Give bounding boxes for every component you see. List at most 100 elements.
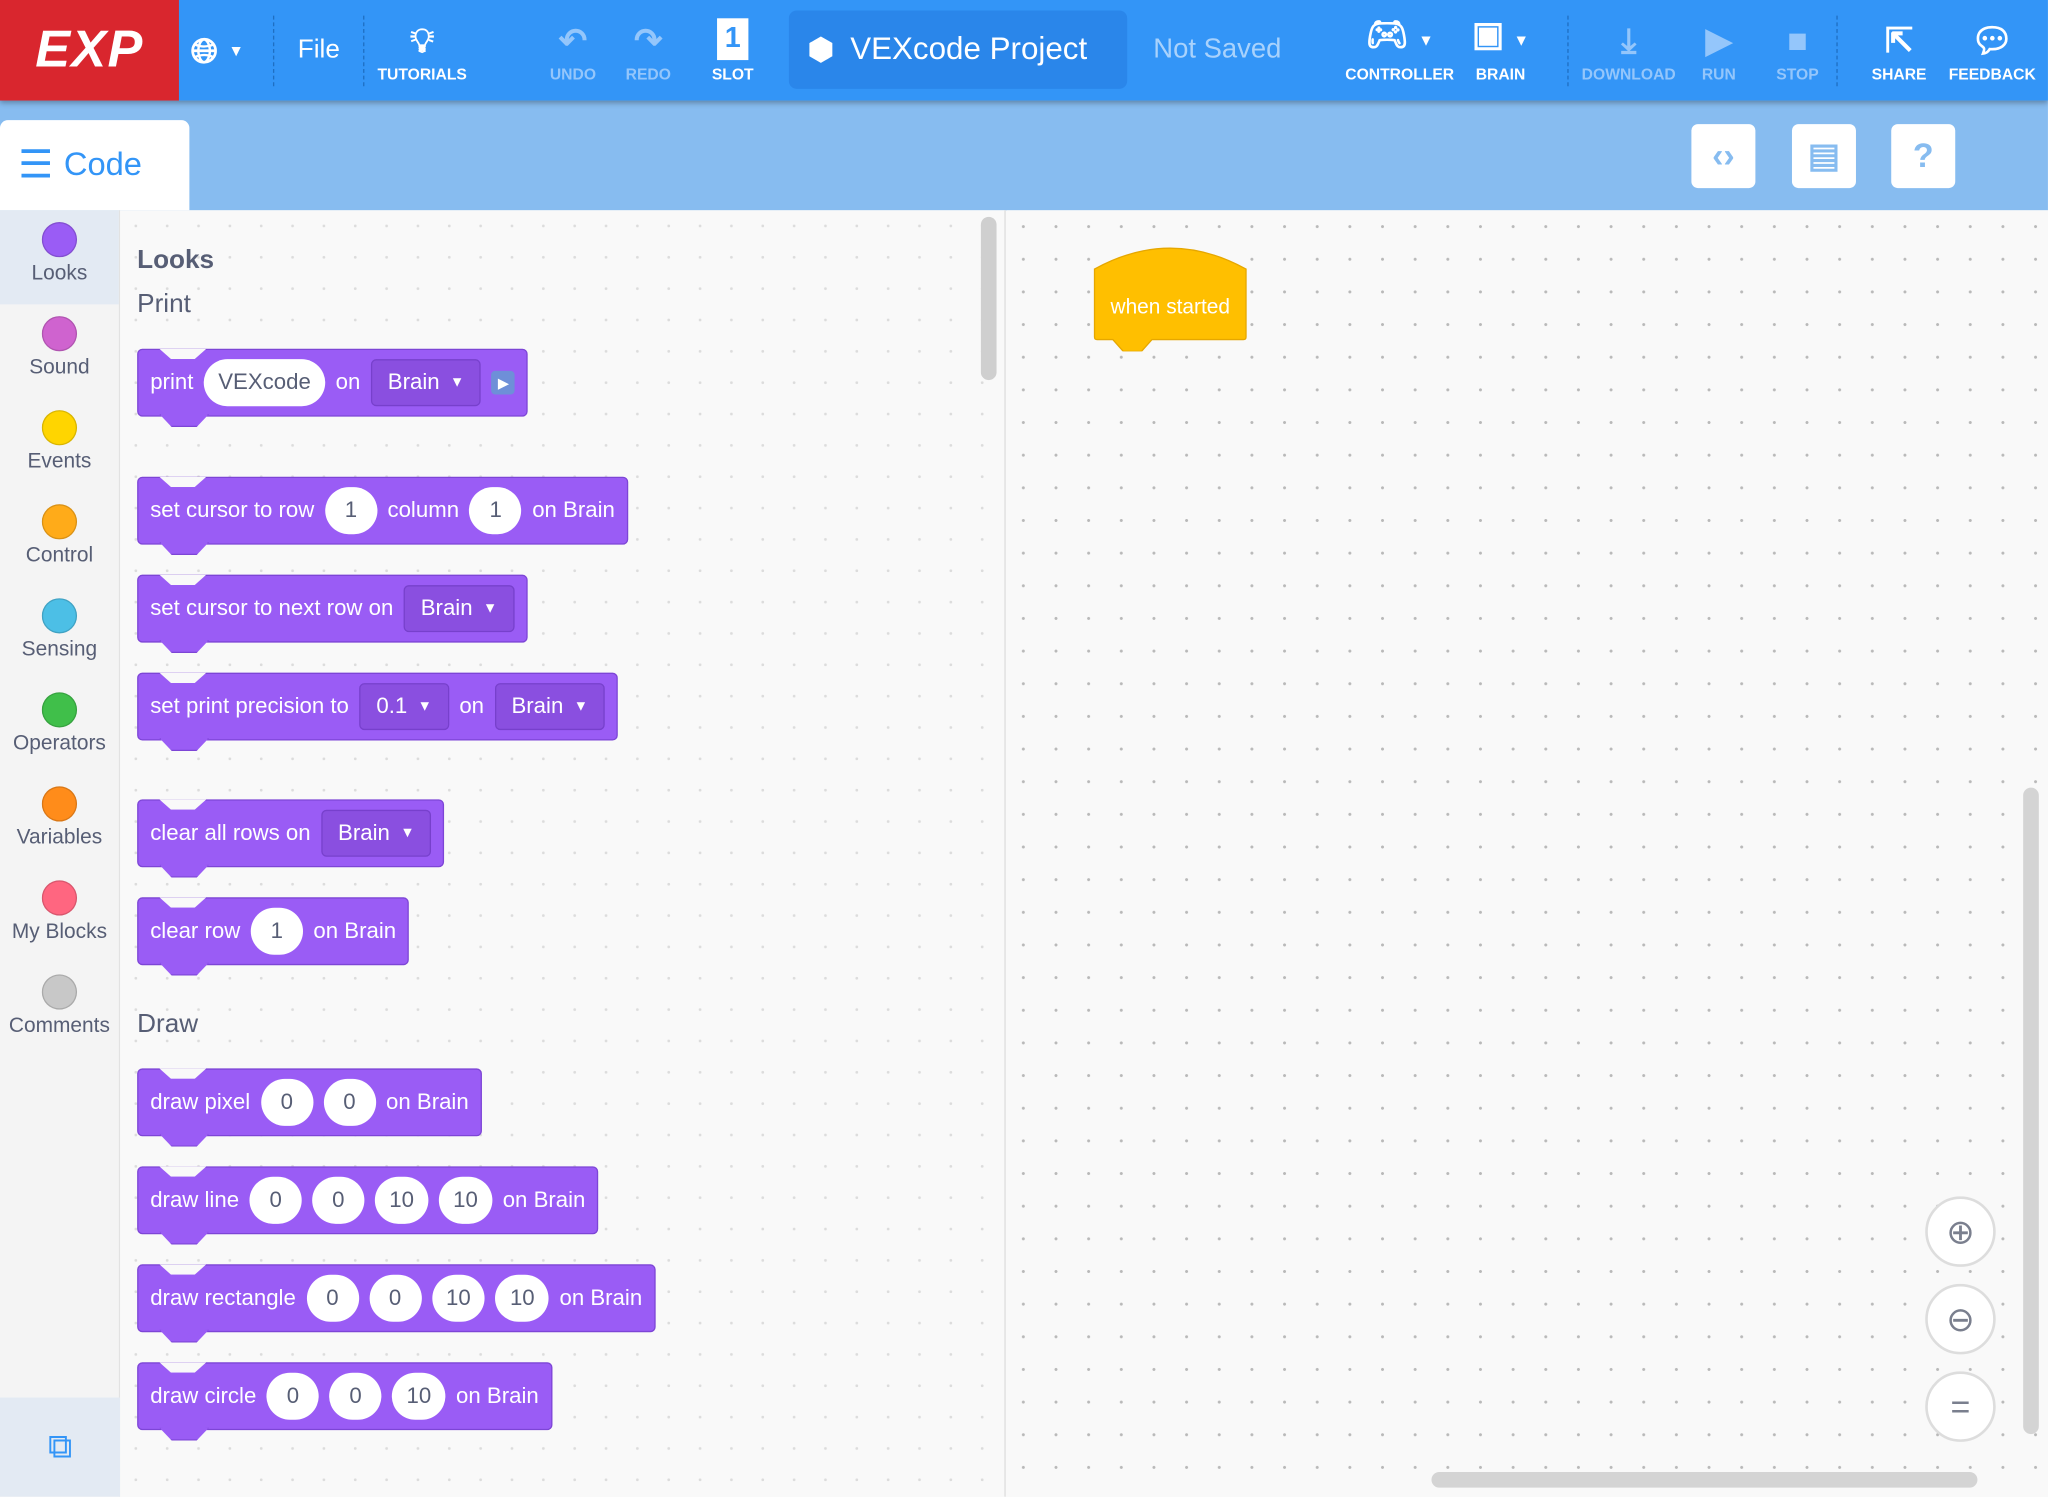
download-button[interactable]: ⤓ DOWNLOAD (1582, 0, 1676, 101)
sidebar-item-label: Looks (31, 262, 88, 285)
block-input[interactable]: 0 (368, 1274, 422, 1322)
block-dropdown[interactable]: 0.1 ▼ (359, 683, 449, 731)
sidebar-item-control[interactable]: Control (0, 492, 119, 586)
block-dropdown[interactable]: Brain ▼ (370, 359, 482, 407)
port-icon: ▤ (1807, 135, 1841, 176)
block-input[interactable]: 0 (329, 1372, 382, 1420)
slot-button[interactable]: 1 SLOT (712, 0, 754, 101)
project-name: VEXcode Project (850, 31, 1088, 67)
block-input[interactable]: 0 (306, 1274, 359, 1322)
dropdown-value: Brain (387, 369, 440, 395)
code-viewer-button[interactable]: ‹› (1691, 124, 1756, 189)
print-play-icon: ▶ (491, 370, 516, 395)
block-input[interactable]: 0 (323, 1078, 376, 1126)
when-started-block[interactable]: when started (1089, 246, 1251, 352)
block-input[interactable]: 10 (392, 1372, 446, 1420)
sidebar-item-label: Control (25, 544, 94, 567)
play-icon: ▶ (1705, 20, 1732, 61)
tab-code[interactable]: ☰ Code (0, 120, 190, 211)
zoom-out-icon: ⊖ (1946, 1298, 1975, 1339)
share-button[interactable]: ⇱ SHARE (1872, 0, 1927, 101)
block-input[interactable]: 10 (431, 1274, 486, 1322)
zoom-reset-button[interactable]: = (1925, 1371, 1996, 1442)
workspace-horizontal-scrollbar[interactable] (1431, 1471, 1978, 1488)
sidebar-item-operators[interactable]: Operators (0, 680, 119, 774)
block-text: on Brain (386, 1089, 469, 1115)
sidebar-item-label: Operators (12, 732, 106, 755)
sidebar-item-variables[interactable]: Variables (0, 775, 119, 869)
undo-label: UNDO (549, 65, 597, 84)
looks-block[interactable]: set print precision to 0.1 ▼ on Brain ▼ (137, 672, 619, 741)
block-input[interactable]: VEXcode (203, 359, 326, 407)
sidebar-item-my-blocks[interactable]: My Blocks (0, 869, 119, 963)
extensions-button[interactable]: ⧉ (0, 1397, 121, 1497)
chevron-down-icon: ▼ (573, 698, 588, 715)
looks-block[interactable]: draw pixel 0 0 on Brain (137, 1068, 482, 1137)
block-input[interactable]: 0 (249, 1176, 302, 1224)
feedback-label: FEEDBACK (1948, 65, 2036, 84)
redo-icon: ↷ (634, 20, 663, 61)
controller-button[interactable]: 🎮︎ ▼ CONTROLLER (1345, 0, 1454, 101)
looks-block[interactable]: clear all rows on Brain ▼ (137, 799, 445, 868)
extensions-icon: ⧉ (47, 1426, 73, 1466)
block-input[interactable]: 0 (312, 1176, 365, 1224)
block-dropdown[interactable]: Brain ▼ (321, 809, 432, 857)
run-button[interactable]: ▶ RUN (1702, 0, 1736, 101)
looks-block[interactable]: print VEXcode on Brain ▼ ▶ (137, 348, 529, 417)
sidebar-item-label: Sensing (21, 638, 98, 661)
help-button[interactable]: ? (1891, 124, 1956, 189)
block-input[interactable]: 1 (250, 907, 303, 955)
workspace (1007, 210, 2048, 1497)
block-dropdown[interactable]: Brain ▼ (494, 683, 605, 731)
project-name-field[interactable]: ⬢ VEXcode Project (788, 10, 1128, 89)
block-input[interactable]: 1 (324, 487, 378, 535)
globe-icon: 🌐︎ (190, 30, 218, 70)
block-input[interactable]: 1 (469, 487, 522, 535)
block-text: on Brain (532, 497, 615, 523)
devices-button[interactable]: ▤ (1791, 124, 1856, 189)
palette-scrollbar[interactable] (980, 216, 997, 381)
undo-button[interactable]: ↶ UNDO (550, 0, 596, 101)
run-label: RUN (1701, 65, 1736, 84)
stop-button[interactable]: ■ STOP (1776, 0, 1818, 101)
dropdown-value: 0.1 (376, 693, 408, 719)
looks-block[interactable]: clear row 1 on Brain (137, 897, 410, 966)
tutorials-button[interactable]: 💡︎ TUTORIALS (377, 0, 466, 101)
zoom-reset-icon: = (1950, 1386, 1971, 1426)
looks-block[interactable]: set cursor to next row on Brain ▼ (137, 574, 528, 643)
sidebar-item-sensing[interactable]: Sensing (0, 586, 119, 680)
chevron-down-icon: ▼ (450, 374, 465, 391)
block-input[interactable]: 0 (266, 1372, 320, 1420)
save-status: Not Saved (1153, 33, 1282, 64)
workspace-vertical-scrollbar[interactable] (2023, 787, 2039, 1435)
sidebar-item-label: Variables (16, 826, 103, 849)
looks-block[interactable]: draw line 0 0 10 10 on Brain (137, 1166, 599, 1235)
file-menu[interactable]: File (297, 35, 340, 64)
sidebar-item-comments[interactable]: Comments (0, 963, 119, 1057)
block-dropdown[interactable]: Brain ▼ (403, 585, 515, 633)
stop-icon: ■ (1787, 20, 1808, 61)
feedback-icon: 💬︎ (1970, 20, 2014, 61)
looks-block[interactable]: draw circle 0 0 10 on Brain (137, 1362, 552, 1431)
block-input[interactable]: 10 (374, 1176, 429, 1224)
zoom-out-button[interactable]: ⊖ (1925, 1283, 1996, 1355)
block-text: set print precision to (150, 693, 349, 719)
block-text: on Brain (313, 918, 397, 944)
looks-block[interactable]: set cursor to row 1 column 1 on Brain (137, 476, 628, 545)
looks-block[interactable]: draw rectangle 0 0 10 10 on Brain (137, 1264, 656, 1333)
dropdown-value: Brain (511, 693, 564, 719)
brain-button[interactable]: ▣ ▼ BRAIN (1472, 0, 1529, 101)
redo-button[interactable]: ↷ REDO (626, 0, 671, 101)
sidebar-item-looks[interactable]: Looks (0, 210, 119, 305)
block-input[interactable]: 10 (438, 1176, 493, 1224)
tab-code-label: Code (63, 146, 142, 183)
block-input[interactable]: 0 (260, 1078, 313, 1126)
feedback-button[interactable]: 💬︎ FEEDBACK (1949, 0, 2036, 101)
block-text: draw rectangle (150, 1285, 296, 1311)
language-button[interactable]: 🌐︎ ▼ (191, 0, 244, 101)
block-input[interactable]: 10 (495, 1274, 550, 1322)
block-palette: Looks Print Draw print VEXcode on Brain ▼ ▶ se… (120, 210, 1006, 1497)
zoom-in-button[interactable]: ⊕ (1925, 1196, 1996, 1267)
sidebar-item-sound[interactable]: Sound (0, 304, 119, 398)
sidebar-item-events[interactable]: Events (0, 398, 119, 492)
